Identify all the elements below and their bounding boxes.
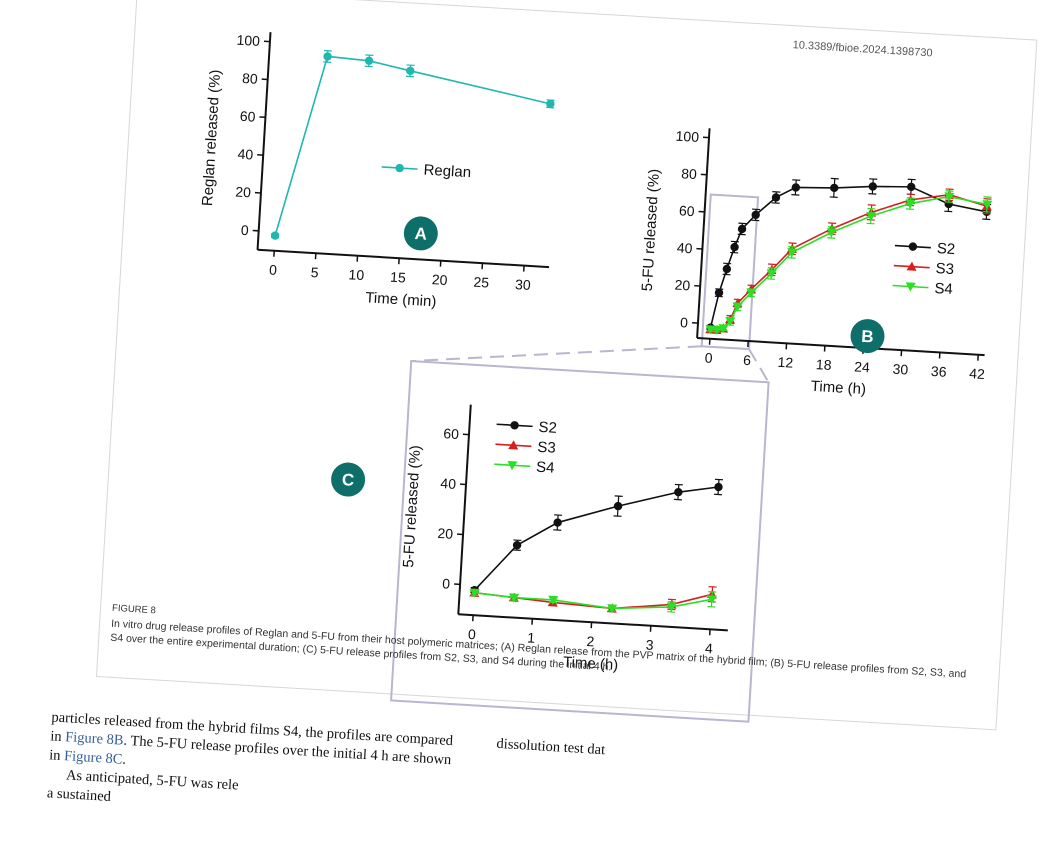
x-tick-label: 0 [269,262,278,278]
y-tick-label: 20 [674,277,691,294]
body-line-2-pre: in [50,728,66,745]
x-tick-label: 20 [431,271,448,288]
legend-label: S2 [936,240,955,258]
y-tick-label: 80 [681,165,698,182]
y-tick-label: 60 [239,108,256,125]
body-line-3-post: . [122,752,127,768]
x-tick-label: 30 [515,276,532,293]
y-axis-title: 5-FU released (%) [400,445,424,568]
y-axis [458,405,470,615]
body-line-3-pre: in [49,747,65,764]
legend-label: S3 [537,439,556,457]
s2-point [674,488,683,497]
y-tick-label: 60 [443,425,460,442]
y-tick-label: 0 [680,314,689,330]
legend-label: S4 [536,459,555,477]
y-tick-label: 20 [437,525,454,542]
x-tick-label: 42 [969,365,986,382]
y-axis-title: Reglan released (%) [199,69,224,207]
x-axis-title: Time (min) [365,289,437,310]
x-tick-label: 6 [743,352,752,368]
y-tick-label: 40 [237,146,254,163]
legend-label: S4 [934,280,953,298]
body-line-5: a sustained [46,785,111,805]
x-tick-label: 36 [931,363,948,380]
legend-label: S3 [935,260,954,278]
s2-point [614,502,623,511]
x-tick-label: 12 [777,354,794,371]
y-tick-label: 40 [676,239,693,256]
panel-b-chart: 0 6 12 18 24 30 36 42 0 20 40 60 80 100 Time (h) 5-FU r… [633,125,998,405]
y-tick-label: 100 [236,32,260,49]
s2-point [791,183,800,192]
s2-point [730,243,739,252]
y-tick-label: 0 [442,575,451,591]
legend-label: Reglan [423,161,471,181]
x-axis [697,338,984,355]
s2-point [714,483,723,492]
panel-badge-label: C [341,470,354,490]
s2-point [553,518,562,527]
panel-a-chart: 0 5 10 15 20 25 30 0 20 40 60 80 100 Time (min) Reglan… [194,29,562,317]
y-tick-label: 40 [440,475,457,492]
y-tick-label: 0 [240,222,249,238]
s4-line [474,585,712,614]
s2-point [907,182,916,191]
x-tick-label: 5 [310,264,319,280]
y-axis [258,32,271,250]
y-tick-label: 60 [679,202,696,219]
panel-badge-label: A [414,224,427,244]
x-tick-label: 0 [704,349,713,365]
x-tick-label: 24 [854,358,871,375]
s2-point [722,265,731,274]
figure-8b-link[interactable]: Figure 8B [65,729,124,748]
x-axis-title: Time (h) [810,378,866,398]
s2-point [510,421,519,430]
reglan-point [365,56,374,65]
x-axis [258,250,549,267]
x-tick-label: 18 [816,356,833,373]
s2-point [908,242,917,251]
legend-label: S2 [538,419,557,437]
x-tick-label: 25 [473,274,490,291]
reglan-point [323,52,332,61]
s2-point [830,183,839,192]
s2-point [868,182,877,191]
y-axis-title: 5-FU released (%) [639,168,663,291]
x-tick-label: 10 [348,266,365,283]
zoom-connector-left [411,329,702,378]
reglan-point [395,164,404,173]
panel-badge-label: B [861,327,874,347]
x-tick-label: 15 [390,269,407,286]
y-tick-label: 20 [235,183,252,200]
y-tick-label: 80 [242,70,259,87]
y-tick-label: 100 [675,128,699,145]
reglan-point [406,66,415,75]
figure-8c-link[interactable]: Figure 8C [64,748,123,767]
reglan-point [271,231,280,240]
x-tick-label: 30 [892,361,909,378]
